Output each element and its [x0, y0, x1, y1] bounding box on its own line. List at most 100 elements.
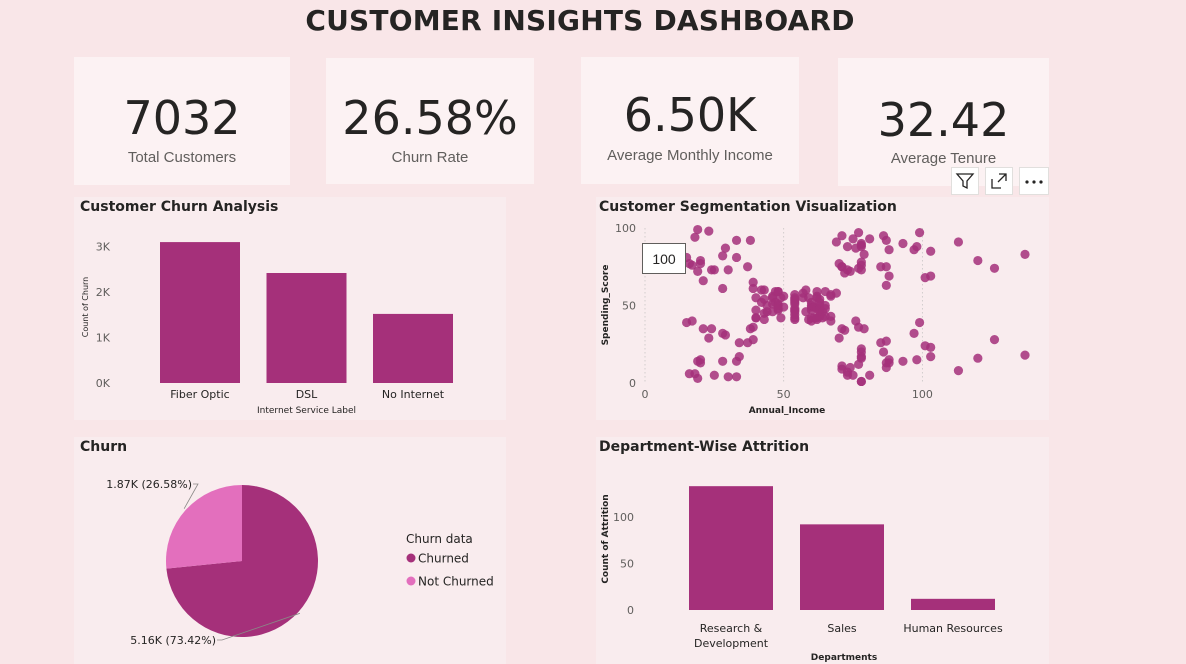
- scatter-point[interactable]: [831, 237, 841, 247]
- scatter-point[interactable]: [865, 370, 875, 380]
- scatter-point[interactable]: [731, 372, 742, 382]
- scatter-point[interactable]: [718, 251, 728, 261]
- scatter-point[interactable]: [926, 352, 936, 362]
- scatter-point[interactable]: [790, 307, 800, 317]
- churn-analysis-panel[interactable]: Customer Churn Analysis 0K 1K 2K 3K Fiber Op…: [74, 197, 506, 420]
- scatter-point[interactable]: [831, 288, 841, 298]
- scatter-point[interactable]: [926, 246, 936, 256]
- scatter-point[interactable]: [837, 231, 847, 241]
- churn-analysis-chart[interactable]: 0K 1K 2K 3K Fiber Optic DSL No Internet Interne…: [74, 197, 506, 420]
- more-options-button[interactable]: [1019, 167, 1049, 195]
- scatter-point[interactable]: [690, 232, 700, 242]
- scatter-point[interactable]: [856, 376, 866, 387]
- scatter-point[interactable]: [1020, 350, 1030, 360]
- scatter-point[interactable]: [878, 347, 889, 357]
- scatter-point[interactable]: [909, 328, 919, 338]
- scatter-point[interactable]: [953, 366, 964, 376]
- scatter-point[interactable]: [779, 302, 789, 312]
- segmentation-panel[interactable]: Customer Segmentation Visualization 0 50 1…: [596, 197, 1049, 420]
- scatter-point[interactable]: [693, 373, 703, 383]
- scatter-point[interactable]: [884, 355, 894, 365]
- scatter-point[interactable]: [845, 362, 855, 373]
- attrition-panel[interactable]: Department-Wise Attrition 0 50 100 Research…: [596, 437, 1049, 664]
- bar[interactable]: [373, 313, 453, 383]
- scatter-point[interactable]: [751, 313, 761, 323]
- scatter-point[interactable]: [720, 243, 731, 253]
- scatter-point[interactable]: [973, 255, 983, 266]
- scatter-point[interactable]: [848, 370, 858, 380]
- scatter-point[interactable]: [759, 285, 769, 295]
- kpi-card-average-tenure[interactable]: 32.42 Average Tenure: [838, 58, 1049, 186]
- focus-mode-button[interactable]: [985, 167, 1013, 195]
- scatter-point[interactable]: [1020, 249, 1030, 259]
- segmentation-chart[interactable]: 0 50 100 0 50 100 Annual_Income Spending_Score: [596, 197, 1049, 420]
- scatter-point[interactable]: [720, 330, 731, 340]
- scatter-point[interactable]: [734, 338, 744, 348]
- scatter-point[interactable]: [898, 238, 908, 249]
- scatter-point[interactable]: [748, 322, 758, 332]
- scatter-point[interactable]: [759, 314, 769, 325]
- scatter-point[interactable]: [748, 335, 758, 345]
- scatter-point[interactable]: [865, 234, 875, 244]
- scatter-point[interactable]: [881, 336, 891, 346]
- scatter-point[interactable]: [989, 335, 1000, 345]
- pie-slice[interactable]: [166, 485, 242, 569]
- scatter-point[interactable]: [884, 245, 894, 255]
- kpi-card-average-monthly-income[interactable]: 6.50K Average Monthly Income: [581, 57, 799, 184]
- scatter-point[interactable]: [695, 358, 706, 368]
- pie-slice[interactable]: [166, 485, 318, 637]
- scatter-point[interactable]: [845, 266, 855, 276]
- scatter-point[interactable]: [745, 235, 756, 245]
- scatter-point[interactable]: [953, 237, 964, 247]
- scatter-point[interactable]: [912, 242, 922, 252]
- bar[interactable]: [911, 598, 995, 610]
- bar[interactable]: [266, 273, 347, 383]
- scatter-point[interactable]: [776, 313, 786, 323]
- scatter-point[interactable]: [973, 353, 983, 363]
- scatter-point[interactable]: [731, 252, 742, 263]
- scatter-point[interactable]: [695, 255, 706, 266]
- scatter-point[interactable]: [898, 356, 908, 366]
- scatter-point[interactable]: [723, 265, 733, 275]
- scatter-point[interactable]: [989, 263, 1000, 273]
- scatter-point[interactable]: [856, 240, 866, 250]
- churn-pie-chart[interactable]: 5.16K (73.42%)1.87K (26.58%)Churn dataCh…: [74, 437, 506, 664]
- scatter-point[interactable]: [914, 228, 925, 238]
- scatter-point[interactable]: [723, 372, 733, 382]
- scatter-point[interactable]: [884, 271, 894, 281]
- scatter-point[interactable]: [709, 370, 719, 380]
- scatter-point[interactable]: [856, 257, 866, 267]
- scatter-point[interactable]: [779, 291, 789, 301]
- kpi-card-churn-rate[interactable]: 26.58% Churn Rate: [326, 58, 534, 184]
- churn-pie-panel[interactable]: Churn 5.16K (73.42%) 1.87K (26.58%) Churn …: [74, 437, 506, 664]
- scatter-point[interactable]: [731, 235, 742, 245]
- scatter-point[interactable]: [718, 356, 728, 366]
- scatter-point[interactable]: [859, 324, 869, 334]
- scatter-point[interactable]: [801, 285, 811, 295]
- scatter-point[interactable]: [859, 249, 869, 259]
- scatter-point[interactable]: [856, 353, 866, 363]
- scatter-point[interactable]: [856, 265, 866, 275]
- bar[interactable]: [689, 486, 773, 610]
- scatter-point[interactable]: [698, 324, 708, 334]
- bar[interactable]: [800, 524, 884, 610]
- scatter-point[interactable]: [704, 226, 714, 236]
- scatter-point[interactable]: [790, 290, 800, 300]
- scatter-point[interactable]: [743, 262, 753, 272]
- scatter-point[interactable]: [751, 305, 761, 315]
- bar[interactable]: [160, 242, 240, 383]
- scatter-point[interactable]: [815, 294, 825, 304]
- scatter-point[interactable]: [926, 271, 936, 281]
- scatter-point[interactable]: [840, 325, 850, 335]
- scatter-point[interactable]: [718, 283, 728, 294]
- scatter-point[interactable]: [687, 260, 697, 270]
- scatter-point[interactable]: [693, 266, 703, 276]
- scatter-point[interactable]: [826, 316, 836, 326]
- scatter-point[interactable]: [881, 235, 891, 245]
- attrition-chart[interactable]: 0 50 100 Research & Development Sales Human Re…: [596, 437, 1049, 664]
- scatter-point[interactable]: [914, 317, 925, 328]
- scatter-point[interactable]: [734, 352, 744, 362]
- scatter-point[interactable]: [709, 265, 719, 275]
- scatter-point[interactable]: [881, 262, 891, 272]
- scatter-point[interactable]: [693, 224, 703, 235]
